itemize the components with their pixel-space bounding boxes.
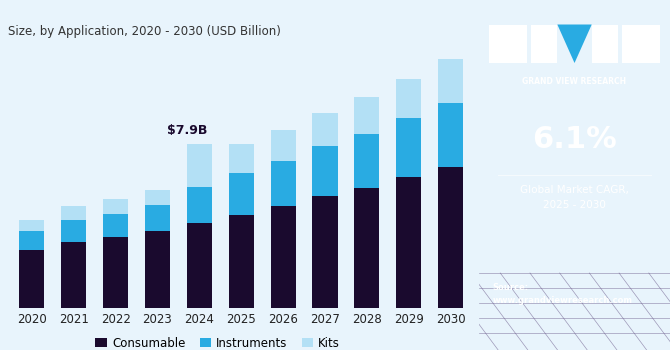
- Bar: [228, 215, 254, 308]
- Bar: [312, 196, 338, 308]
- Bar: [228, 173, 254, 215]
- Polygon shape: [557, 25, 592, 63]
- Bar: [312, 146, 338, 196]
- Bar: [438, 167, 463, 308]
- Bar: [271, 161, 295, 206]
- Bar: [354, 188, 379, 308]
- Bar: [271, 206, 295, 308]
- Bar: [187, 187, 212, 223]
- Bar: [312, 113, 338, 146]
- Text: $7.9B: $7.9B: [167, 124, 207, 137]
- Text: Global Market CAGR,
2025 - 2030: Global Market CAGR, 2025 - 2030: [520, 186, 629, 210]
- Bar: [187, 223, 212, 308]
- Bar: [187, 144, 212, 187]
- Bar: [103, 199, 128, 214]
- Bar: [19, 231, 44, 250]
- Bar: [354, 134, 379, 188]
- Bar: [145, 231, 170, 308]
- Bar: [396, 177, 421, 308]
- Bar: [438, 103, 463, 167]
- Bar: [145, 205, 170, 231]
- FancyBboxPatch shape: [488, 25, 527, 63]
- Bar: [103, 214, 128, 237]
- Text: Source:
www.grandviewresearch.com: Source: www.grandviewresearch.com: [492, 284, 632, 305]
- Bar: [228, 144, 254, 173]
- Bar: [19, 220, 44, 231]
- FancyBboxPatch shape: [531, 25, 557, 63]
- Bar: [103, 237, 128, 308]
- FancyBboxPatch shape: [592, 25, 618, 63]
- Bar: [396, 118, 421, 177]
- Text: GRAND VIEW RESEARCH: GRAND VIEW RESEARCH: [523, 77, 626, 86]
- Bar: [271, 130, 295, 161]
- Legend: Consumable, Instruments, Kits: Consumable, Instruments, Kits: [90, 332, 345, 350]
- Bar: [61, 241, 86, 308]
- Text: 6.1%: 6.1%: [532, 126, 617, 154]
- FancyBboxPatch shape: [622, 25, 661, 63]
- Bar: [354, 97, 379, 134]
- Bar: [19, 250, 44, 308]
- Bar: [396, 79, 421, 118]
- Bar: [61, 206, 86, 220]
- Bar: [145, 190, 170, 205]
- Text: Size, by Application, 2020 - 2030 (USD Billion): Size, by Application, 2020 - 2030 (USD B…: [8, 25, 281, 37]
- Bar: [438, 59, 463, 103]
- Bar: [61, 220, 86, 242]
